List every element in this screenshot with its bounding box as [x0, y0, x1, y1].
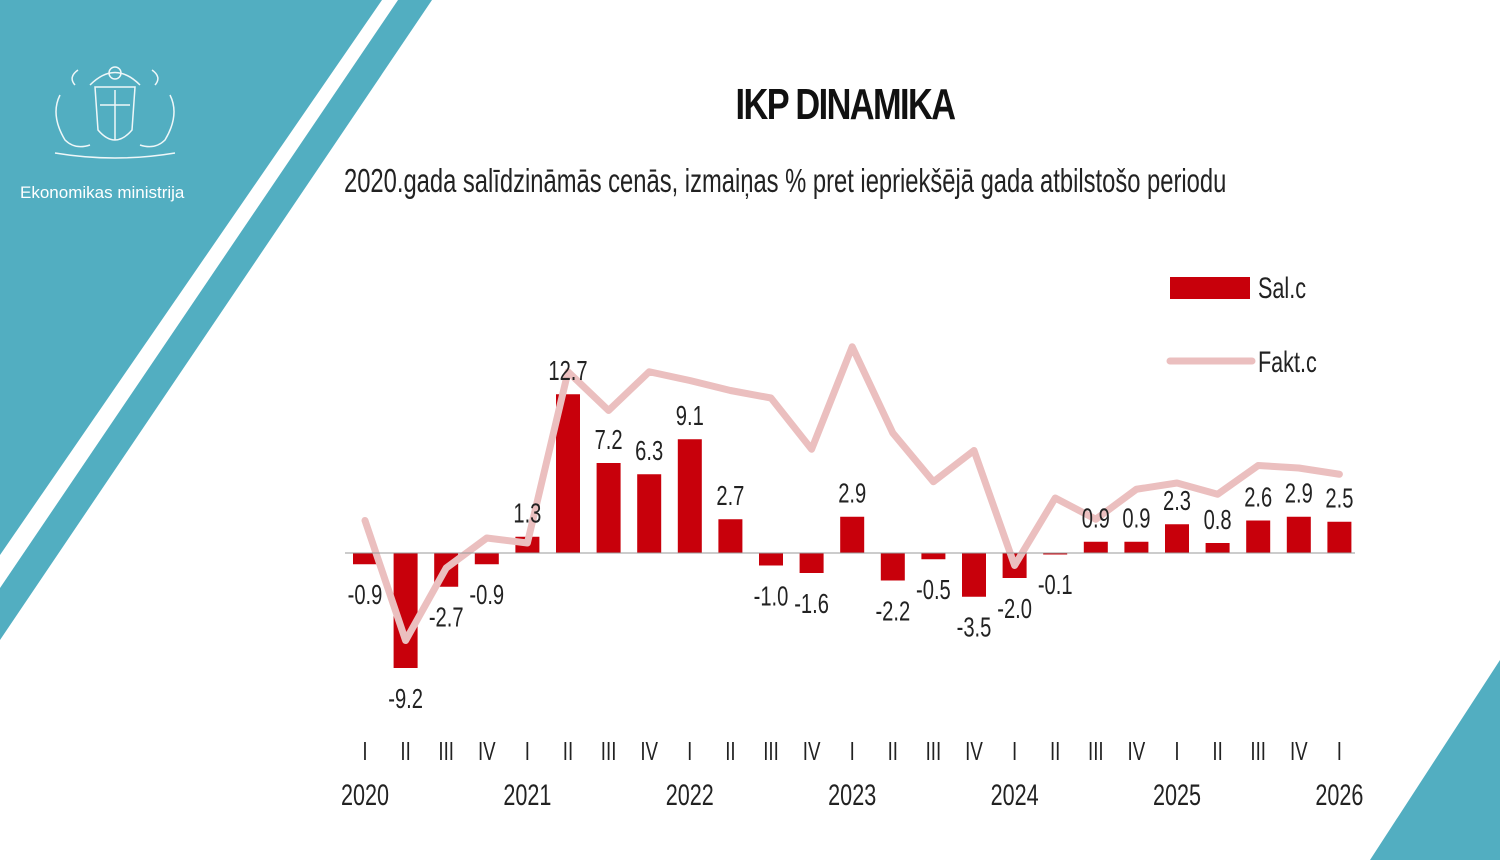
value-label-21: 0.8 [1204, 505, 1232, 536]
value-label-20: 2.3 [1163, 486, 1191, 517]
value-label-10: -1.0 [754, 581, 789, 612]
year-label-2020: 2020 [341, 777, 389, 811]
value-label-6: 7.2 [595, 425, 623, 456]
bar-24 [1327, 521, 1352, 553]
value-label-8: 9.1 [676, 401, 704, 432]
quarter-label-0: I [362, 736, 367, 766]
value-label-19: 0.9 [1122, 504, 1150, 535]
line-fakt-c [361, 343, 1343, 644]
value-label-9: 2.7 [716, 481, 744, 512]
bar-18 [1083, 541, 1108, 553]
x-axis-group: I II III IV I II III IV I II III IV I II III IV I II III IV… [341, 552, 1363, 812]
value-labels-group: -0.9-9.2-2.7-0.91.312.77.2 6.39.12.7-1.0-… [348, 356, 1354, 715]
value-label-14: -0.5 [916, 575, 951, 606]
quarter-label-15: IV [965, 736, 983, 766]
bar-8 [677, 439, 702, 553]
bar-12 [840, 516, 865, 553]
value-label-15: -3.5 [957, 613, 992, 644]
quarter-label-5: II [563, 736, 573, 766]
year-label-2024: 2024 [991, 777, 1039, 811]
value-label-17: -0.1 [1038, 570, 1073, 601]
bar-10 [759, 553, 783, 566]
quarter-label-11: IV [803, 736, 821, 766]
quarter-label-3: IV [478, 736, 496, 766]
bar-3 [474, 553, 499, 565]
value-label-11: -1.6 [794, 589, 829, 620]
legend-label-sal-c: Sal.c [1258, 270, 1306, 304]
year-label-2023: 2023 [828, 777, 876, 811]
value-label-0: -0.9 [348, 580, 383, 611]
chart-subtitle: 2020.gada salīdzināmās cenās, izmaiņas %… [344, 162, 1227, 199]
coat-of-arms-logo [54, 66, 176, 159]
year-label-2025: 2025 [1153, 777, 1201, 811]
bar-23 [1286, 516, 1311, 553]
bars-group [353, 394, 1352, 668]
left-teal-panel [0, 0, 382, 555]
legend-label-fakt-c: Fakt.c [1258, 344, 1317, 378]
value-label-2: -2.7 [429, 603, 464, 634]
value-label-1: -9.2 [388, 684, 423, 715]
bar-21 [1205, 543, 1230, 553]
quarter-label-12: I [850, 736, 855, 766]
quarter-label-9: II [725, 736, 735, 766]
value-label-4: 1.3 [513, 499, 541, 530]
bar-17 [1043, 553, 1068, 555]
value-label-7: 6.3 [635, 436, 663, 467]
quarter-label-17: II [1050, 736, 1060, 766]
value-label-5: 12.7 [548, 356, 587, 387]
quarter-label-10: III [763, 736, 779, 766]
quarter-label-7: IV [640, 736, 658, 766]
value-label-23: 2.9 [1285, 479, 1313, 510]
bar-15 [962, 553, 986, 597]
quarter-label-13: II [888, 736, 898, 766]
value-label-22: 2.6 [1244, 482, 1272, 513]
quarter-label-21: II [1212, 736, 1222, 766]
quarter-label-24: I [1337, 736, 1342, 766]
quarter-label-16: I [1012, 736, 1017, 766]
bar-14 [921, 553, 946, 560]
bar-7 [637, 474, 662, 553]
legend-swatch-bar [1170, 277, 1250, 299]
quarter-label-22: III [1250, 736, 1266, 766]
bar-20 [1165, 524, 1189, 553]
bar-11 [799, 553, 824, 573]
right-teal-band [1430, 735, 1500, 860]
value-label-13: -2.2 [875, 596, 910, 627]
bar-9 [718, 519, 743, 553]
quarter-label-8: I [687, 736, 692, 766]
quarter-label-1: II [400, 736, 410, 766]
quarter-label-23: IV [1290, 736, 1308, 766]
value-label-18: 0.9 [1082, 504, 1110, 535]
year-label-2021: 2021 [503, 777, 551, 811]
quarter-label-18: III [1088, 736, 1104, 766]
quarter-label-4: I [525, 736, 530, 766]
bar-6 [596, 463, 621, 553]
quarter-label-19: IV [1128, 736, 1146, 766]
value-label-24: 2.5 [1325, 484, 1353, 515]
bar-22 [1246, 520, 1271, 553]
legend-group: Sal.c Fakt.c [1166, 270, 1317, 379]
bar-0 [353, 553, 377, 565]
quarter-label-14: III [926, 736, 942, 766]
left-teal-band [0, 0, 432, 640]
line-group [361, 343, 1343, 644]
value-label-16: -2.0 [997, 594, 1032, 625]
value-label-3: -0.9 [469, 580, 504, 611]
quarter-label-6: III [601, 736, 617, 766]
year-label-2026: 2026 [1315, 777, 1363, 811]
ministry-name: Ekonomikas ministrija [20, 183, 185, 202]
value-label-12: 2.9 [838, 479, 866, 510]
bar-19 [1124, 541, 1149, 553]
quarter-label-2: III [438, 736, 454, 766]
bar-13 [880, 553, 905, 581]
year-label-2022: 2022 [666, 777, 714, 811]
bar-5 [556, 394, 580, 553]
quarter-label-20: I [1174, 736, 1179, 766]
chart-title: IKP DINAMIKA [735, 80, 956, 129]
